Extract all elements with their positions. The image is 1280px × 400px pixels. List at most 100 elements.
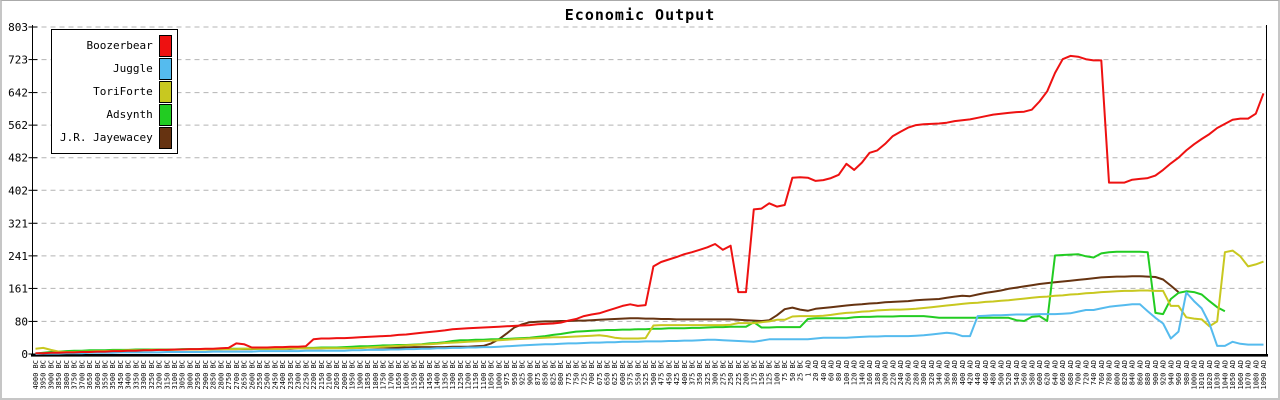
- x-tick-label: 425 BC: [673, 360, 681, 385]
- x-tick-label: 1950 BC: [349, 360, 357, 390]
- x-tick-label: 1040 AD: [1221, 360, 1229, 390]
- x-tick-label: 100 BC: [773, 360, 781, 385]
- legend-label: J.R. Jayewacey: [60, 131, 153, 144]
- legend-label: Boozerbear: [86, 39, 153, 52]
- legend-label: ToriForte: [93, 85, 153, 98]
- x-tick-label: 180 AD: [874, 360, 882, 385]
- x-tick-label: 560 AD: [1021, 360, 1029, 385]
- series-line-boozerbear: [35, 54, 1265, 355]
- x-tick-label: 575 BC: [627, 360, 635, 385]
- x-tick-label: 540 AD: [1013, 360, 1021, 385]
- x-tick-label: 1250 BC: [457, 360, 465, 390]
- x-tick-label: 150 BC: [758, 360, 766, 385]
- x-tick-label: 280 AD: [912, 360, 920, 385]
- y-tick-label: 321: [8, 217, 28, 230]
- x-tick-label: 825 BC: [549, 360, 557, 385]
- legend-label: Adsynth: [106, 108, 153, 121]
- y-tick-label: 803: [8, 21, 28, 34]
- y-tick-label: 723: [8, 54, 28, 67]
- legend-swatch: [158, 126, 172, 149]
- x-tick-label: 3450 BC: [117, 360, 125, 390]
- x-tick-label: 3950 BC: [40, 360, 48, 390]
- x-tick-label: 1500 BC: [418, 360, 426, 390]
- x-tick-label: 700 AD: [1075, 360, 1083, 385]
- x-tick-label: 2300 BC: [295, 360, 303, 390]
- x-tick-label: 75 BC: [781, 360, 789, 381]
- x-tick-label: 325 BC: [704, 360, 712, 385]
- x-tick-label: 3300 BC: [140, 360, 148, 390]
- x-tick-label: 1050 AD: [1229, 360, 1237, 390]
- x-tick-label: 2100 BC: [325, 360, 333, 390]
- x-tick-label: 600 AD: [1036, 360, 1044, 385]
- x-tick-label: 2800 BC: [217, 360, 225, 390]
- x-tick-label: 1550 BC: [410, 360, 418, 390]
- x-tick-label: 975 BC: [503, 360, 511, 385]
- x-tick-label: 440 AD: [974, 360, 982, 385]
- x-tick-label: 2200 BC: [310, 360, 318, 390]
- x-tick-label: 1030 AD: [1214, 360, 1222, 390]
- x-tick-label: 1 AD: [804, 360, 812, 377]
- x-tick-label: 925 BC: [519, 360, 527, 385]
- x-tick-label: 780 AD: [1106, 360, 1114, 385]
- x-tick-label: 2600 BC: [248, 360, 256, 390]
- x-tick-label: 500 BC: [650, 360, 658, 385]
- x-tick-label: 620 AD: [1044, 360, 1052, 385]
- x-tick-label: 175 BC: [750, 360, 758, 385]
- y-tick-label: 241: [8, 250, 28, 263]
- x-tick-label: 3200 BC: [156, 360, 164, 390]
- x-tick-label: 920 AD: [1160, 360, 1168, 385]
- x-tick-label: 840 AD: [1129, 360, 1137, 385]
- x-tick-label: 320 AD: [928, 360, 936, 385]
- x-tick-label: 3600 BC: [94, 360, 102, 390]
- x-tick-label: 1050 BC: [488, 360, 496, 390]
- x-tick-label: 2700 BC: [233, 360, 241, 390]
- x-tick-label: 980 AD: [1183, 360, 1191, 385]
- x-tick-label: 1070 AD: [1245, 360, 1253, 390]
- legend-swatch: [158, 34, 172, 57]
- x-tick-label: 450 BC: [665, 360, 673, 385]
- x-tick-label: 775 BC: [565, 360, 573, 385]
- x-tick-label: 520 AD: [1005, 360, 1013, 385]
- x-tick-label: 525 BC: [642, 360, 650, 385]
- x-tick-label: 475 BC: [658, 360, 666, 385]
- x-tick-label: 1020 AD: [1206, 360, 1214, 390]
- x-tick-label: 680 AD: [1067, 360, 1075, 385]
- x-tick-label: 1800 BC: [372, 360, 380, 390]
- x-tick-label: 725 BC: [580, 360, 588, 385]
- series-line-juggle: [35, 291, 1264, 355]
- x-tick-label: 160 AD: [866, 360, 874, 385]
- x-axis: [31, 354, 1268, 357]
- x-tick-label: 3650 BC: [86, 360, 94, 390]
- x-tick-label: 1600 BC: [403, 360, 411, 390]
- x-tick-label: 1350 BC: [441, 360, 449, 390]
- x-tick-label: 720 AD: [1082, 360, 1090, 385]
- x-tick-label: 2150 BC: [318, 360, 326, 390]
- x-tick-label: 3550 BC: [102, 360, 110, 390]
- x-tick-label: 900 BC: [526, 360, 534, 385]
- x-tick-label: 2950 BC: [194, 360, 202, 390]
- y-tick-label: 642: [8, 87, 28, 100]
- x-tick-label: 2900 BC: [202, 360, 210, 390]
- x-tick-label: 2750 BC: [225, 360, 233, 390]
- x-tick-label: 60 AD: [827, 360, 835, 381]
- x-tick-label: 3500 BC: [109, 360, 117, 390]
- legend-item: Juggle: [60, 57, 172, 80]
- x-tick-label: 625 BC: [611, 360, 619, 385]
- y-tick-label: 562: [8, 119, 28, 132]
- x-tick-label: 2400 BC: [279, 360, 287, 390]
- legend-swatch: [158, 103, 172, 126]
- x-tick-label: 3900 BC: [47, 360, 55, 390]
- x-tick-label: 1090 AD: [1260, 360, 1268, 390]
- x-tick-label: 800 AD: [1113, 360, 1121, 385]
- legend: Boozerbear Juggle ToriForte Adsynth J.R. Jay…: [51, 29, 178, 154]
- x-tick-label: 1450 BC: [426, 360, 434, 390]
- x-tick-label: 580 AD: [1028, 360, 1036, 385]
- x-tick-label: 3000 BC: [186, 360, 194, 390]
- legend-item: Boozerbear: [60, 34, 172, 57]
- x-tick-label: 50 BC: [789, 360, 797, 381]
- x-tick-label: 125 BC: [766, 360, 774, 385]
- y-tick-label: 0: [21, 348, 28, 361]
- x-tick-label: 940 AD: [1167, 360, 1175, 385]
- x-tick-label: 1150 BC: [472, 360, 480, 390]
